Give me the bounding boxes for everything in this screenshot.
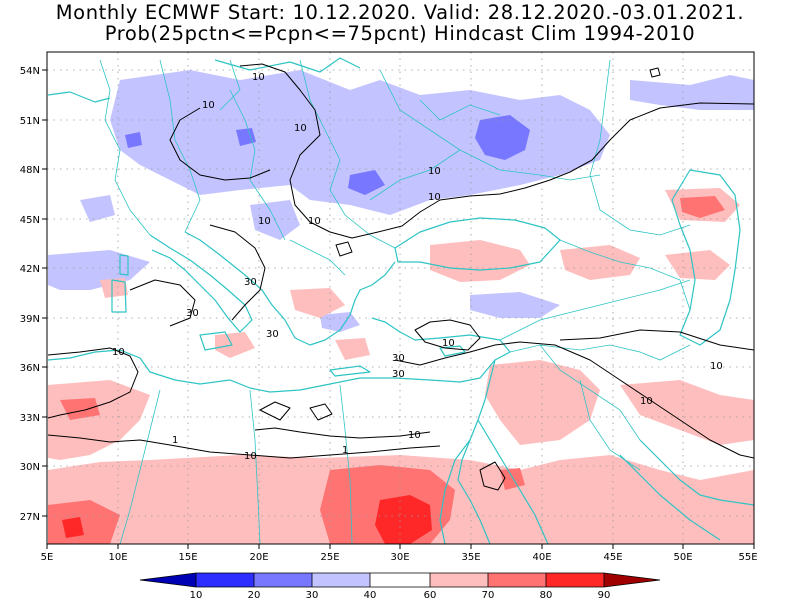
contour-label: 30 <box>244 277 257 288</box>
latitude-labels: 54N 51N 48N 45N 42N 39N 36N 33N 30N 27N <box>20 66 40 523</box>
legend-label: 20 <box>248 590 261 600</box>
contour-label: 30 <box>266 329 279 340</box>
legend-swatch <box>196 573 254 587</box>
lon-label: 40E <box>532 552 551 563</box>
contour-label: 30 <box>186 308 199 319</box>
lon-label: 35E <box>461 552 480 563</box>
lon-label: 25E <box>320 552 339 563</box>
contour-label: 10 <box>244 451 257 462</box>
lat-label: 45N <box>20 215 40 226</box>
axis-ticks <box>42 69 755 549</box>
legend-swatch <box>140 573 196 587</box>
legend-label: 10 <box>190 590 203 600</box>
lat-label: 27N <box>20 512 40 523</box>
color-legend: 10 20 30 40 60 70 80 90 <box>139 572 661 600</box>
contour-labels: 10 10 10 10 10 10 10 30 30 30 10 30 30 1… <box>112 72 723 462</box>
coastlines <box>47 57 754 544</box>
lon-label: 20E <box>249 552 268 563</box>
contour-label: 10 <box>428 166 441 177</box>
legend-label: 90 <box>598 590 611 600</box>
contour-label: 10 <box>710 361 723 372</box>
lat-label: 36N <box>20 363 40 374</box>
lat-label: 54N <box>20 66 40 77</box>
lon-label: 10E <box>108 552 127 563</box>
map-title-line-1: Monthly ECMWF Start: 10.12.2020. Valid: … <box>55 1 745 24</box>
contour-label: 10 <box>408 430 421 441</box>
lon-label: 30E <box>390 552 409 563</box>
legend-swatch <box>430 573 488 587</box>
country-borders <box>99 59 691 544</box>
contour-label: 1 <box>172 435 178 446</box>
lat-label: 42N <box>20 264 40 275</box>
contour-label: 10 <box>258 216 271 227</box>
shading-20-30 <box>125 115 530 195</box>
lat-label: 51N <box>20 116 40 127</box>
legend-label: 70 <box>482 590 495 600</box>
map-title-line-2: Prob(25pctn<=Pcpn<=75pcnt) Hindcast Clim… <box>104 22 696 45</box>
lat-label: 30N <box>20 462 40 473</box>
longitude-labels: 5E 10E 15E 20E 25E 30E 35E 40E 45E 50E 5… <box>41 552 758 563</box>
legend-swatch <box>604 573 660 587</box>
contour-lines <box>47 63 754 491</box>
lat-lon-grid <box>47 52 754 544</box>
contour-label: 10 <box>112 347 125 358</box>
lon-label: 50E <box>673 552 692 563</box>
legend-label: 30 <box>306 590 319 600</box>
contour-label: 10 <box>308 216 321 227</box>
contour-label: 10 <box>442 338 455 349</box>
lon-label: 5E <box>41 552 54 563</box>
contour-label: 10 <box>202 100 215 111</box>
contour-label: 10 <box>428 192 441 203</box>
legend-swatch <box>312 573 370 587</box>
legend-label: 60 <box>424 590 437 600</box>
contour-label: 10 <box>640 396 653 407</box>
legend-label: 80 <box>540 590 553 600</box>
lon-label: 15E <box>178 552 197 563</box>
contour-label: 10 <box>294 123 307 134</box>
legend-swatch <box>254 573 312 587</box>
contour-label: 1 <box>342 445 348 456</box>
map-layers: 10 10 10 10 10 10 10 30 30 30 10 30 30 1… <box>47 52 754 544</box>
contour-label: 30 <box>392 369 405 380</box>
lat-label: 33N <box>20 413 40 424</box>
lat-label: 48N <box>20 165 40 176</box>
lon-label: 55E <box>738 552 757 563</box>
lat-label: 39N <box>20 314 40 325</box>
legend-swatch <box>370 573 430 587</box>
contour-label: 30 <box>392 353 405 364</box>
legend-swatch <box>546 573 604 587</box>
legend-label: 40 <box>364 590 377 600</box>
lon-label: 45E <box>603 552 622 563</box>
shading-80-90 <box>62 495 432 544</box>
contour-label: 10 <box>252 72 265 83</box>
legend-swatch <box>488 573 546 587</box>
